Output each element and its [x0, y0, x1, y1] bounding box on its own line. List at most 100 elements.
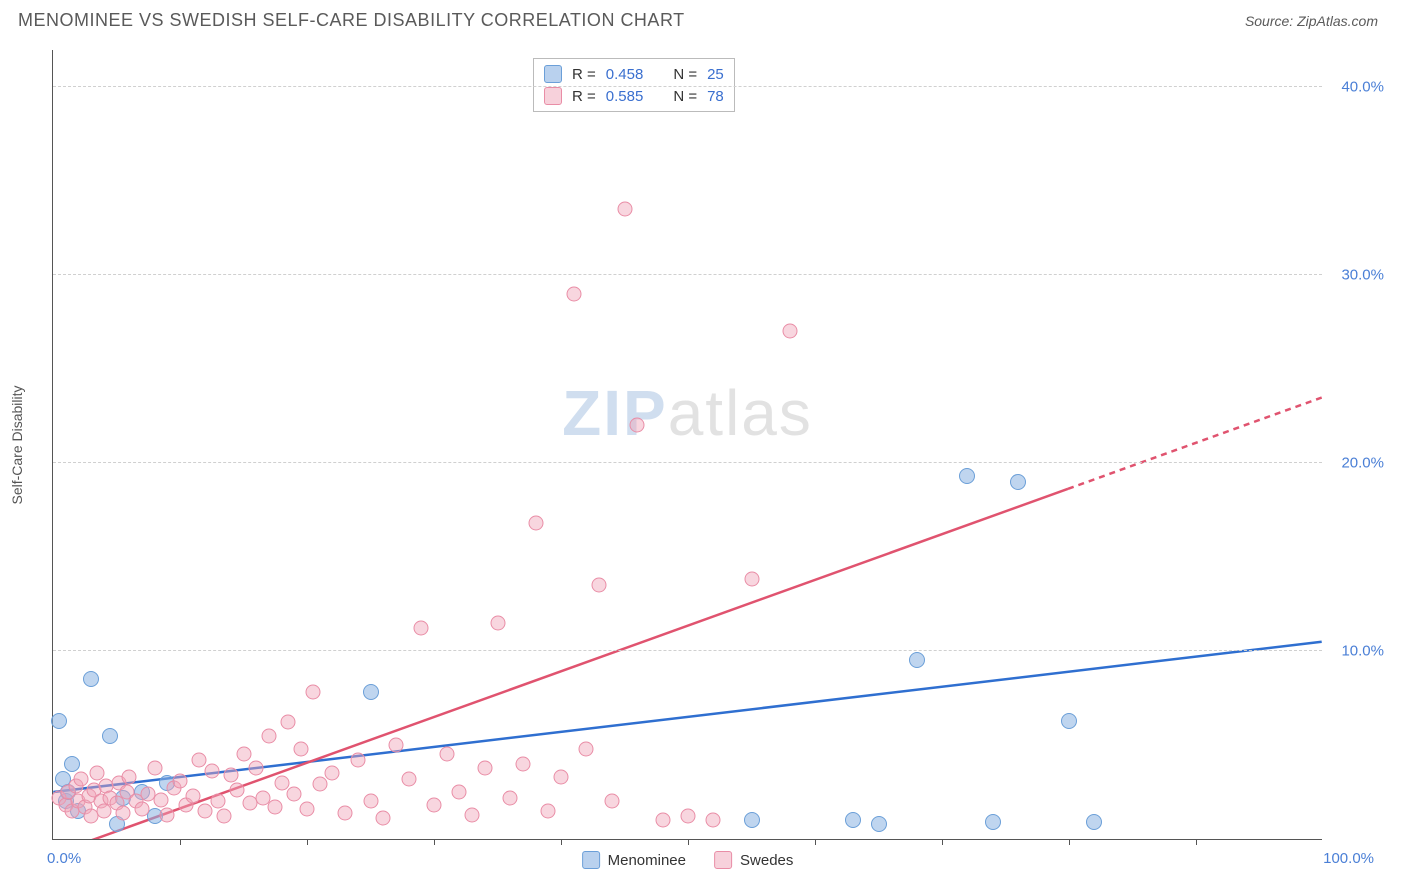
data-point-swedes	[414, 621, 429, 636]
data-point-swedes	[503, 790, 518, 805]
x-tick	[1196, 839, 1197, 845]
data-point-swedes	[325, 766, 340, 781]
data-point-menominee	[1061, 713, 1077, 729]
x-tick	[434, 839, 435, 845]
chart-title: MENOMINEE VS SWEDISH SELF-CARE DISABILIT…	[18, 10, 685, 31]
data-point-swedes	[541, 803, 556, 818]
stat-row-swedes: R = 0.585 N = 78	[544, 85, 724, 107]
data-point-menominee	[363, 684, 379, 700]
data-point-swedes	[617, 201, 632, 216]
x-tick	[561, 839, 562, 845]
data-point-menominee	[959, 468, 975, 484]
data-point-swedes	[312, 777, 327, 792]
data-point-swedes	[427, 798, 442, 813]
data-point-swedes	[744, 572, 759, 587]
x-tick	[180, 839, 181, 845]
data-point-swedes	[261, 728, 276, 743]
x-axis-min-label: 0.0%	[47, 850, 81, 867]
data-point-swedes	[554, 769, 569, 784]
chart-source: Source: ZipAtlas.com	[1245, 13, 1378, 29]
x-tick	[307, 839, 308, 845]
data-point-swedes	[465, 807, 480, 822]
data-point-swedes	[490, 615, 505, 630]
legend-item-swedes: Swedes	[714, 851, 793, 869]
swatch-icon	[544, 87, 562, 105]
series-legend: Menominee Swedes	[582, 851, 794, 869]
data-point-menominee	[871, 816, 887, 832]
data-point-swedes	[592, 578, 607, 593]
x-tick	[1069, 839, 1070, 845]
data-point-swedes	[192, 753, 207, 768]
swatch-icon	[582, 851, 600, 869]
chart-header: MENOMINEE VS SWEDISH SELF-CARE DISABILIT…	[0, 0, 1406, 35]
data-point-menominee	[845, 812, 861, 828]
data-point-menominee	[64, 756, 80, 772]
data-point-swedes	[287, 786, 302, 801]
data-point-swedes	[566, 286, 581, 301]
grid-line	[53, 462, 1322, 463]
data-point-swedes	[338, 805, 353, 820]
data-point-swedes	[401, 771, 416, 786]
data-point-swedes	[604, 794, 619, 809]
data-point-menominee	[51, 713, 67, 729]
data-point-swedes	[528, 516, 543, 531]
data-point-swedes	[230, 783, 245, 798]
x-tick	[688, 839, 689, 845]
y-tick-label: 20.0%	[1341, 454, 1384, 471]
data-point-swedes	[655, 813, 670, 828]
x-tick	[815, 839, 816, 845]
grid-line	[53, 86, 1322, 87]
data-point-swedes	[350, 753, 365, 768]
data-point-swedes	[185, 788, 200, 803]
grid-line	[53, 274, 1322, 275]
legend-item-menominee: Menominee	[582, 851, 686, 869]
swatch-icon	[544, 65, 562, 83]
data-point-swedes	[134, 801, 149, 816]
y-tick-label: 10.0%	[1341, 642, 1384, 659]
stat-row-menominee: R = 0.458 N = 25	[544, 63, 724, 85]
data-point-swedes	[147, 760, 162, 775]
data-point-swedes	[122, 769, 137, 784]
data-point-swedes	[363, 794, 378, 809]
data-point-swedes	[268, 800, 283, 815]
data-point-swedes	[73, 771, 88, 786]
data-point-swedes	[173, 773, 188, 788]
y-tick-label: 30.0%	[1341, 266, 1384, 283]
data-point-swedes	[439, 747, 454, 762]
data-point-menominee	[1010, 474, 1026, 490]
data-point-swedes	[274, 775, 289, 790]
data-point-swedes	[681, 809, 696, 824]
data-point-swedes	[300, 801, 315, 816]
data-point-swedes	[706, 813, 721, 828]
x-tick	[942, 839, 943, 845]
data-point-menominee	[985, 814, 1001, 830]
data-point-menominee	[909, 652, 925, 668]
data-point-swedes	[115, 805, 130, 820]
data-point-swedes	[223, 768, 238, 783]
scatter-chart: Self-Care Disability ZIPatlas R = 0.458 …	[52, 50, 1322, 840]
data-point-swedes	[198, 803, 213, 818]
data-point-swedes	[782, 324, 797, 339]
data-point-swedes	[477, 760, 492, 775]
data-point-swedes	[217, 809, 232, 824]
x-axis-max-label: 100.0%	[1323, 850, 1374, 867]
data-point-swedes	[388, 737, 403, 752]
watermark: ZIPatlas	[562, 376, 813, 450]
data-point-menominee	[744, 812, 760, 828]
data-point-swedes	[579, 741, 594, 756]
data-point-swedes	[376, 811, 391, 826]
data-point-swedes	[204, 764, 219, 779]
data-point-swedes	[630, 418, 645, 433]
data-point-swedes	[160, 807, 175, 822]
data-point-menominee	[83, 671, 99, 687]
y-tick-label: 40.0%	[1341, 78, 1384, 95]
data-point-menominee	[102, 728, 118, 744]
swatch-icon	[714, 851, 732, 869]
data-point-swedes	[153, 792, 168, 807]
data-point-swedes	[249, 760, 264, 775]
data-point-swedes	[211, 794, 226, 809]
data-point-swedes	[452, 784, 467, 799]
trend-lines	[53, 50, 1322, 839]
data-point-swedes	[306, 685, 321, 700]
data-point-swedes	[515, 756, 530, 771]
